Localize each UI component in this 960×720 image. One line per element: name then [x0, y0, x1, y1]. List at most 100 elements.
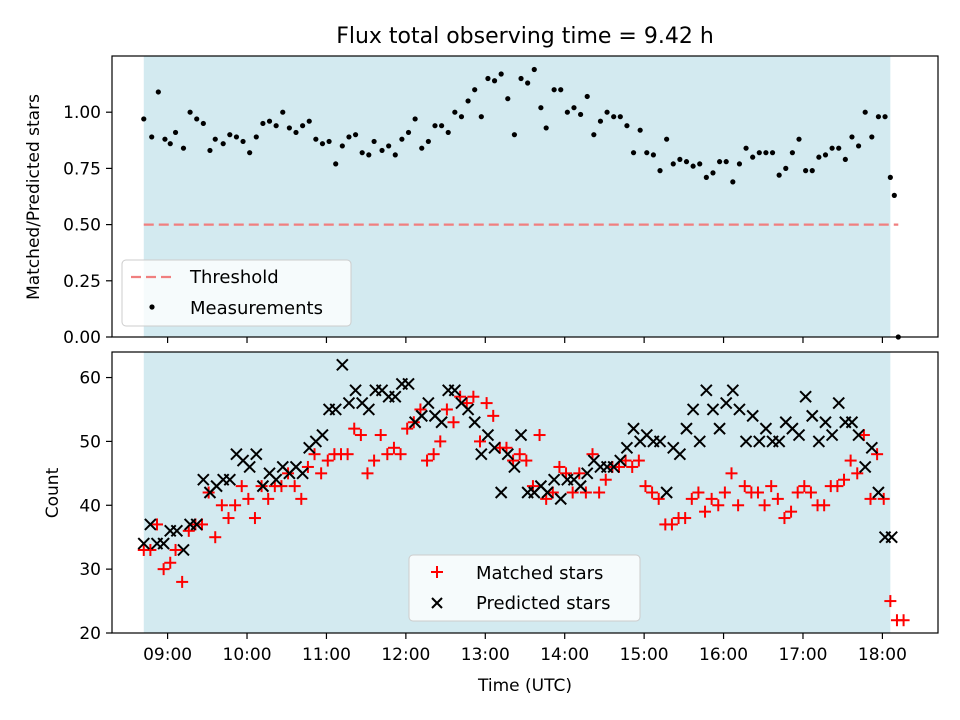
matched-star-point	[295, 492, 308, 505]
matched-star-point	[222, 512, 235, 525]
predicted-star-point	[269, 473, 283, 486]
matched-star-point	[387, 441, 400, 454]
predicted-star-point	[819, 416, 832, 429]
predicted-star-point	[501, 447, 514, 461]
matched-star-point	[712, 499, 725, 512]
measurement-point	[849, 134, 855, 140]
legend-measurements-swatch	[149, 304, 155, 310]
measurement-point	[703, 174, 709, 180]
x-tick-label: 10:00	[223, 645, 272, 665]
measurement-point	[172, 129, 179, 136]
predicted-star-point	[620, 441, 634, 455]
measurement-point	[339, 143, 345, 149]
x-tick-label: 15:00	[620, 645, 669, 665]
bottom-x-ticks: 09:00 10:00 11:00 12:00 13:00 14:00 15:00 16:00…	[143, 633, 907, 665]
predicted-star-point	[468, 416, 481, 429]
measurement-point	[491, 78, 498, 84]
bottom-panel: 20 30 40 50 60 09:00 10:00 11:00 12:00 13:00 14:0…	[43, 351, 939, 696]
measurements-points	[141, 66, 901, 340]
measurement-point	[359, 150, 365, 156]
predicted-star-point	[759, 422, 773, 435]
predicted-star-point	[686, 403, 700, 416]
matched-star-point	[447, 416, 460, 429]
matched-star-point	[209, 531, 222, 544]
matched-star-point	[864, 492, 877, 505]
predicted-star-point	[700, 384, 713, 397]
measurement-point	[597, 118, 604, 124]
predicted-star-point	[223, 473, 237, 486]
matched-star-point	[242, 492, 255, 505]
matched-star-point	[844, 454, 857, 467]
matched-star-point	[513, 448, 526, 461]
measurement-point	[399, 136, 405, 142]
predicted-star-point	[792, 428, 806, 442]
predicted-star-point	[170, 524, 184, 538]
predicted-star-point	[190, 518, 203, 531]
predicted-star-point	[157, 537, 170, 550]
measurement-point	[543, 125, 549, 131]
x-axis-label: Time (UTC)	[477, 676, 572, 696]
measurement-point	[796, 136, 802, 142]
measurement-point	[525, 80, 531, 86]
measurement-point	[180, 145, 187, 151]
matched-star-point	[361, 467, 374, 480]
matched-star-point	[804, 486, 817, 499]
predicted-star-point	[494, 486, 508, 499]
predicted-star-point	[706, 403, 720, 416]
matched-star-point	[718, 486, 731, 499]
predicted-star-point	[508, 460, 521, 474]
matched-star-point	[751, 486, 764, 499]
predicted-star-point	[329, 403, 342, 416]
measurement-point	[611, 114, 617, 120]
predicted-star-point	[726, 384, 740, 397]
measurement-point	[657, 168, 663, 174]
predicted-star-point	[772, 435, 786, 448]
matched-star-point	[652, 492, 665, 505]
measurement-point	[564, 109, 570, 115]
legend-threshold-label: Threshold	[189, 267, 279, 288]
measurement-point	[286, 125, 292, 131]
measurement-point	[253, 134, 259, 140]
matched-star-point	[348, 422, 361, 435]
predicted-star-point	[389, 390, 402, 403]
predicted-star-point	[177, 543, 190, 557]
matched-star-point	[467, 390, 480, 403]
legend-matched-label: Matched stars	[476, 563, 603, 584]
measurement-point	[392, 152, 398, 158]
measurement-point	[319, 141, 326, 147]
matched-star-point	[884, 595, 897, 608]
measurement-point	[200, 120, 206, 127]
matched-star-point	[798, 480, 811, 493]
matched-star-point	[368, 454, 381, 467]
measurement-point	[300, 123, 306, 129]
measurement-point	[855, 143, 862, 149]
top-legend-box	[121, 259, 352, 327]
measurement-point	[162, 136, 168, 142]
measurement-point	[333, 161, 339, 167]
legend-matched-swatch	[431, 566, 443, 578]
x-tick-label: 14:00	[540, 645, 589, 665]
measurement-point	[882, 114, 888, 120]
predicted-star-point	[296, 467, 309, 480]
measurement-point	[227, 132, 233, 138]
matched-star-point	[321, 454, 334, 467]
predicted-star-point	[488, 441, 501, 455]
matched-star-point	[374, 429, 387, 442]
bottom-y-ticks: 20 30 40 50 60	[79, 369, 112, 644]
matched-star-point	[248, 512, 261, 525]
matched-star-point	[877, 492, 890, 505]
y-tick-label: 1.00	[63, 103, 101, 123]
top-x-ticks	[166, 337, 884, 343]
predicted-star-point	[660, 486, 673, 499]
measurement-point	[891, 192, 897, 198]
measurement-point	[630, 150, 637, 156]
predicted-star-point	[415, 409, 428, 423]
predicted-star-point	[475, 447, 488, 461]
measurement-point	[822, 152, 829, 158]
measurement-point	[498, 71, 504, 77]
measurement-point	[346, 134, 352, 140]
matched-star-point	[381, 448, 394, 461]
matched-star-point	[394, 448, 407, 461]
predicted-star-point	[250, 447, 263, 461]
measurement-point	[472, 87, 478, 93]
